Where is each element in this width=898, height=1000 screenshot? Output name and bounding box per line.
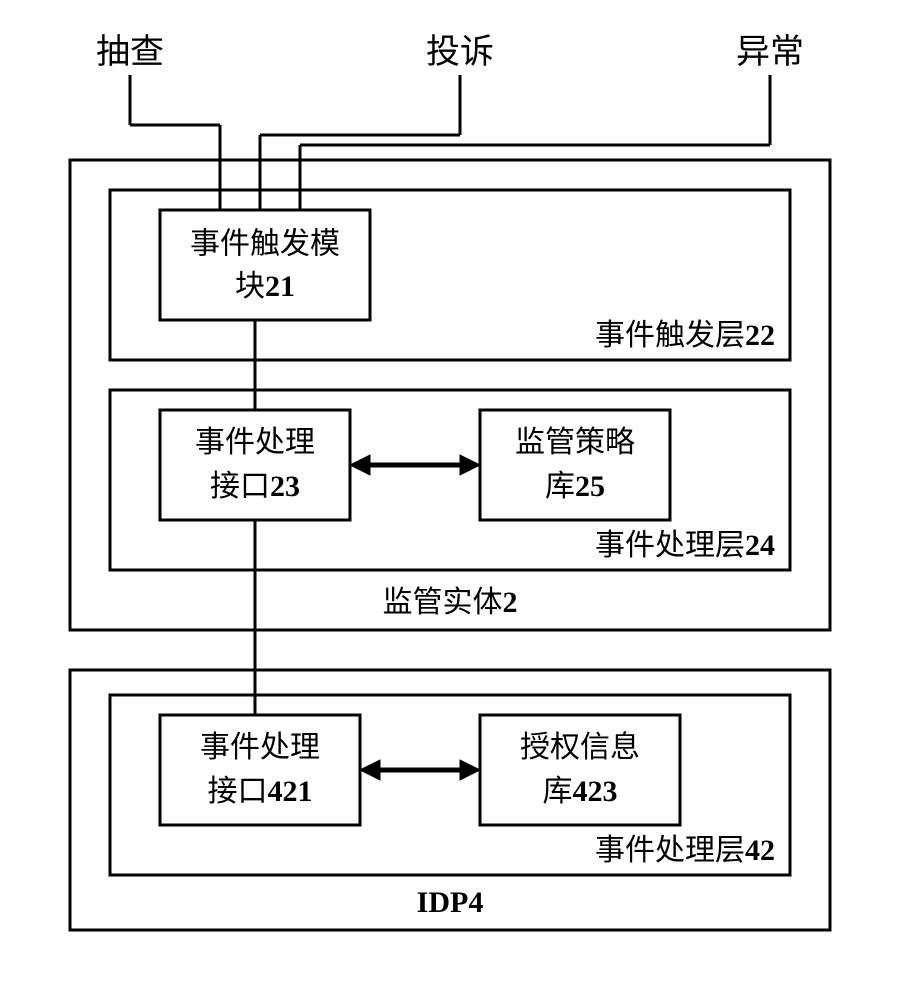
arrow-421-423-head-right [460, 760, 480, 780]
layer24-caption: 事件处理层24 [595, 529, 775, 562]
layer42-caption: 事件处理层42 [595, 834, 775, 867]
top-label-anomaly: 异常 [736, 34, 804, 71]
arrow-23-25-head-left [350, 455, 370, 475]
arrow-421-423-head-left [360, 760, 380, 780]
module423-line2: 库423 [543, 775, 618, 808]
layer22-caption: 事件触发层22 [595, 319, 775, 352]
module21-line2: 块21 [235, 270, 295, 303]
idp4-caption: IDP4 [417, 886, 484, 919]
module421-line1: 事件处理 [200, 731, 320, 764]
module25-line1: 监管策略 [515, 426, 635, 459]
module421-line2: 接口421 [208, 775, 313, 808]
arrow-23-25-head-right [460, 455, 480, 475]
top-label-spotcheck: 抽查 [96, 33, 164, 71]
module23-line1: 事件处理 [195, 426, 315, 459]
module21-line1: 事件触发模 [190, 227, 340, 260]
module423-line1: 授权信息 [520, 731, 640, 764]
module23-line2: 接口23 [210, 470, 300, 503]
top-label-complaint: 投诉 [426, 33, 494, 71]
module25-line2: 库25 [545, 470, 605, 503]
entity2-caption: 监管实体2 [383, 586, 518, 619]
